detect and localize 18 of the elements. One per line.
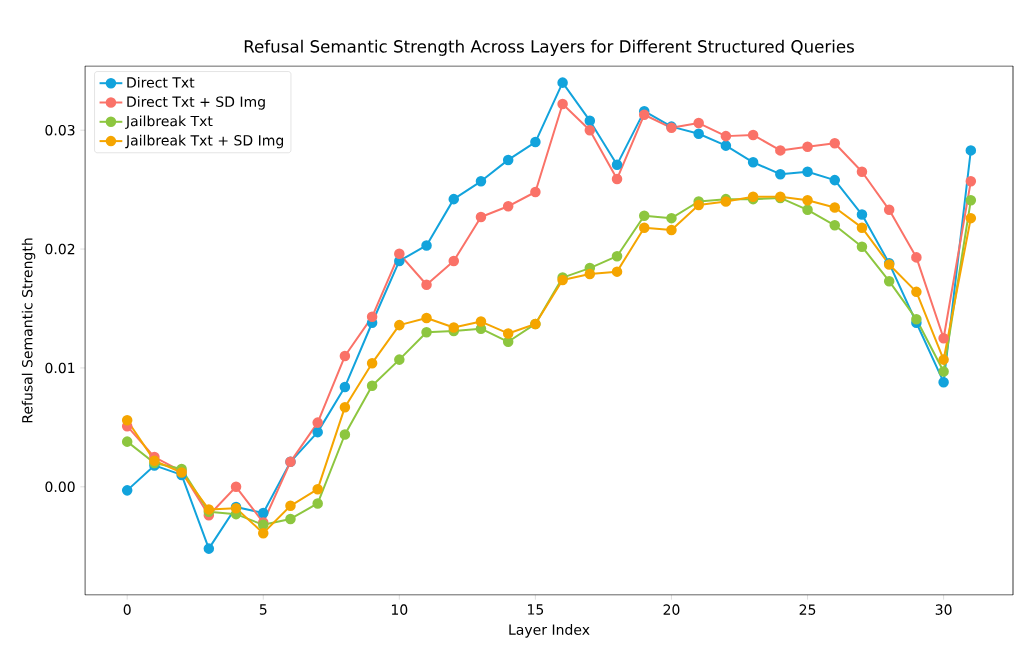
legend-label: Direct Txt bbox=[127, 76, 195, 88]
legend-label: Direct Txt + SD Img bbox=[127, 96, 265, 110]
x-tick-label: 25 bbox=[799, 604, 816, 615]
legend-label: Jailbreak Txt + SD Img bbox=[125, 134, 284, 149]
x-tick-label: 20 bbox=[663, 604, 680, 615]
x-tick-label: 15 bbox=[528, 604, 544, 615]
x-tick-label: 10 bbox=[391, 604, 408, 615]
y-axis-title: Refusal Semantic Strength bbox=[21, 238, 36, 423]
chart-title: Refusal Semantic Strength Across Layers for Different Structured Queries bbox=[244, 39, 854, 56]
x-tick-label: 30 bbox=[935, 604, 952, 615]
x-axis-title: Layer Index bbox=[509, 624, 590, 638]
y-tick-label: 0.01 bbox=[45, 362, 75, 374]
y-tick-label: 0.02 bbox=[45, 243, 75, 255]
x-tick-label: 0 bbox=[123, 604, 131, 615]
legend-label: Jailbreak Txt bbox=[125, 115, 213, 129]
y-tick-label: 0.03 bbox=[45, 124, 75, 136]
y-tick-label: 0.00 bbox=[45, 481, 75, 493]
x-tick-label: 5 bbox=[259, 604, 267, 615]
